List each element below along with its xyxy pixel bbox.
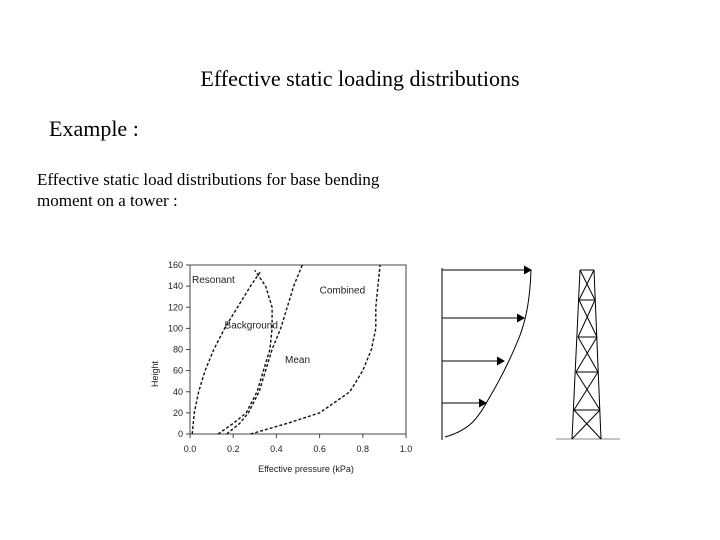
y-tick-label: 140 [168,281,183,291]
y-axis-label: Height [150,360,160,387]
load-distribution-arrows-icon [441,265,533,440]
x-tick-label: 0.8 [357,444,370,454]
annotation-mean: Mean [285,355,310,366]
annotation-combined: Combined [320,286,366,297]
y-tick-label: 160 [168,260,183,270]
example-label: Example : [49,116,139,141]
x-tick-label: 0.0 [184,444,197,454]
series-line-mean [226,264,303,435]
series-line-background [217,269,273,435]
y-tick-label: 40 [173,387,183,397]
load-arrowhead [523,265,533,275]
description: Effective static load distributions for … [37,169,457,211]
annotation-resonant: Resonant [192,275,235,286]
tower-bracing [571,269,602,440]
plot-frame [189,264,407,435]
slide-title: Effective static loading distributions [200,66,520,91]
x-tick-label: 0.2 [227,444,240,454]
y-tick-label: 0 [178,429,183,439]
tower-leg-left [571,269,581,440]
y-tick-label: 80 [173,345,183,355]
load-arrowhead [478,398,488,408]
x-tick-label: 1.0 [400,444,413,454]
y-tick-label: 120 [168,302,183,312]
series-line-resonant [191,269,262,435]
chart: 0.0 0.2 0.4 0.6 0.8 1.0 0 20 40 60 80 100 120 140 160 E… [150,260,412,474]
y-tick-label: 60 [173,366,183,376]
description-line-2: moment on a tower : [37,191,178,210]
x-tick-label: 0.6 [313,444,326,454]
series-line-combined [250,264,381,435]
tower-leg-right [593,269,602,440]
load-arrowhead [516,313,526,323]
lattice-tower-icon [556,269,620,440]
y-tick-label: 20 [173,408,183,418]
x-axis-label: Effective pressure (kPa) [258,464,354,474]
x-tick-label: 0.4 [270,444,283,454]
y-tick-label: 100 [168,323,183,333]
load-arrowhead [496,356,506,366]
annotation-background: Background [225,320,278,331]
description-line-1: Effective static load distributions for … [37,170,380,189]
load-profile-curve [444,269,532,438]
